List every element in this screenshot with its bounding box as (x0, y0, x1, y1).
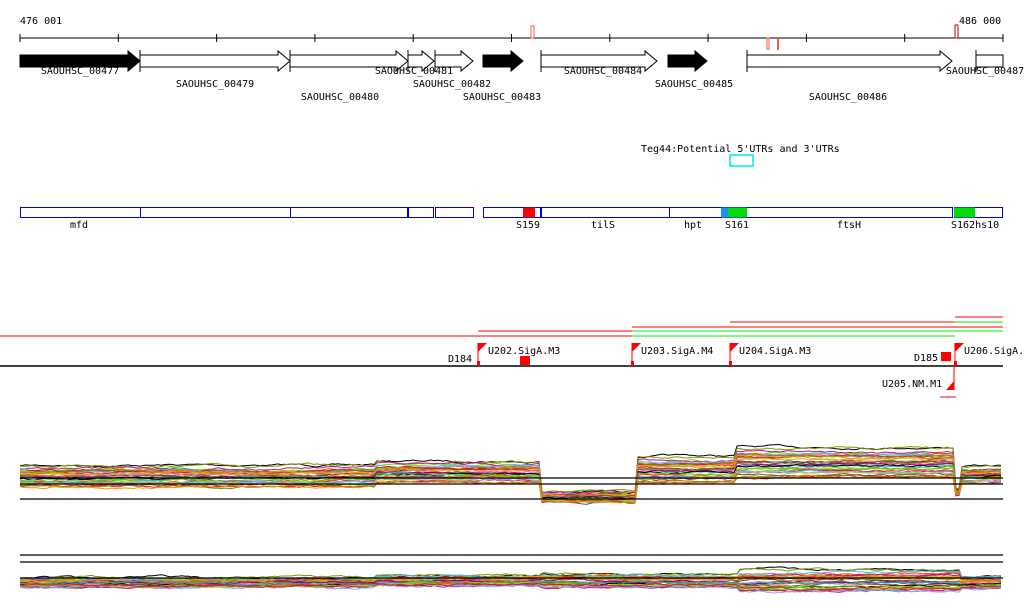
label-s162hs10: S162hs10 (951, 220, 999, 231)
label-hpt: hpt (684, 220, 702, 231)
gene-SAOUHSC_00486[interactable]: SAOUHSC_00486 (746, 49, 953, 103)
expression-line (20, 566, 1002, 581)
gene-label: SAOUHSC_00480 (301, 92, 379, 103)
gene-track: SAOUHSC_00477 SAOUHSC_00479 SAOUHSC_00480 S… (19, 49, 1024, 103)
gene-SAOUHSC_00481[interactable]: SAOUHSC_00481 (375, 49, 453, 77)
gene-arrow[interactable] (289, 49, 409, 73)
expression-line (19, 472, 1001, 505)
expression-line (19, 454, 1002, 497)
promoter-label: U202.SigA.M3 (488, 346, 560, 357)
promoter-flag[interactable] (729, 343, 739, 366)
label-s159: S159 (516, 220, 540, 231)
terminator-label: D185 (914, 353, 938, 364)
expression-line (19, 582, 1002, 592)
promoter-flag[interactable] (477, 343, 487, 366)
expression-line (19, 470, 1002, 502)
promoter-label: U206.SigA. (964, 346, 1024, 357)
promoter-label: U204.SigA.M3 (739, 346, 811, 357)
label-ftsh: ftsH (837, 220, 861, 231)
expression-line (19, 457, 1002, 498)
expression-line (19, 445, 1002, 494)
annotation-s162[interactable] (954, 207, 975, 218)
gene-SAOUHSC_00479[interactable]: SAOUHSC_00479 (139, 49, 291, 90)
annotation-box[interactable] (483, 207, 541, 218)
gene-SAOUHSC_00483[interactable]: SAOUHSC_00483 (463, 49, 541, 103)
gene-SAOUHSC_00480[interactable]: SAOUHSC_00480 (289, 49, 409, 103)
promoter-label: U203.SigA.M4 (641, 346, 713, 357)
gene-SAOUHSC_00482[interactable]: SAOUHSC_00482 (413, 49, 491, 90)
annotation-box[interactable] (435, 207, 474, 218)
gene-label: SAOUHSC_00485 (655, 79, 733, 90)
gene-label: SAOUHSC_00484 (564, 66, 642, 77)
promoter-flag[interactable] (954, 343, 964, 366)
gene-arrow[interactable] (667, 49, 708, 73)
expression-line (20, 462, 1002, 500)
label-mfd: mfd (70, 220, 88, 231)
annotation-box-mfd[interactable] (20, 207, 408, 218)
gene-label: SAOUHSC_00477 (41, 66, 119, 77)
gene-arrow[interactable] (482, 49, 524, 73)
ruler-start-label: 476 001 (20, 16, 62, 27)
gene-label: SAOUHSC_00487 (946, 66, 1024, 77)
gene-arrow[interactable] (19, 49, 141, 73)
gene-label: SAOUHSC_00479 (176, 79, 254, 90)
gene-arrow[interactable] (746, 49, 953, 73)
promoter-flag[interactable] (631, 343, 641, 366)
annotation-track (20, 207, 1003, 218)
expression-line (19, 581, 1002, 590)
gene-arrow[interactable] (139, 49, 291, 73)
gene-label: SAOUHSC_00481 (375, 66, 453, 77)
teg44-feature[interactable] (729, 154, 754, 167)
gene-label: SAOUHSC_00482 (413, 79, 491, 90)
expression-line (19, 452, 1002, 497)
expression-line (19, 465, 1002, 501)
label-tils: tilS (591, 220, 615, 231)
coordinate-ruler: 476 001 486 000 (19, 16, 1004, 50)
snp-marker[interactable] (766, 37, 770, 50)
gene-SAOUHSC_00485[interactable]: SAOUHSC_00485 (655, 49, 733, 90)
gene-label: SAOUHSC_00486 (809, 92, 887, 103)
promoter-track: U202.SigA.M3 U203.SigA.M4 U204.SigA.M3 U… (0, 343, 1024, 398)
promoter-flag-u205[interactable] (946, 381, 954, 390)
terminator-d184[interactable] (520, 356, 530, 365)
snp-marker[interactable] (530, 25, 535, 39)
expression-line (19, 451, 1001, 496)
promoter-label: U205.NM.M1 (882, 379, 942, 390)
snp-marker[interactable] (954, 24, 959, 39)
terminator-d185[interactable] (941, 352, 951, 361)
annotation-box[interactable] (408, 207, 434, 218)
gene-arrow[interactable] (540, 49, 658, 73)
annotation-s161[interactable] (728, 207, 747, 218)
gene-arrow[interactable] (434, 49, 474, 73)
expression-line (19, 443, 1002, 494)
label-s161: S161 (725, 220, 749, 231)
annotation-hpt-end[interactable] (721, 207, 728, 218)
gene-SAOUHSC_00484[interactable]: SAOUHSC_00484 (540, 49, 658, 77)
expression-track-1 (19, 443, 1003, 505)
gene-SAOUHSC_00477[interactable]: SAOUHSC_00477 (19, 49, 141, 77)
gene-SAOUHSC_00487[interactable]: SAOUHSC_00487 (946, 50, 1024, 77)
expression-track-2 (19, 554, 1003, 594)
ruler-end-label: 486 000 (959, 16, 1001, 27)
transcript-lines (0, 316, 1003, 337)
annotation-s159[interactable] (523, 207, 535, 218)
expression-line (19, 584, 1001, 594)
terminator-label: D184 (448, 354, 472, 365)
teg44-label: Teg44:Potential 5'UTRs and 3'UTRs (641, 144, 840, 155)
gene-label: SAOUHSC_00483 (463, 92, 541, 103)
expression-line (19, 579, 1002, 587)
gene-arrow[interactable] (407, 49, 435, 73)
